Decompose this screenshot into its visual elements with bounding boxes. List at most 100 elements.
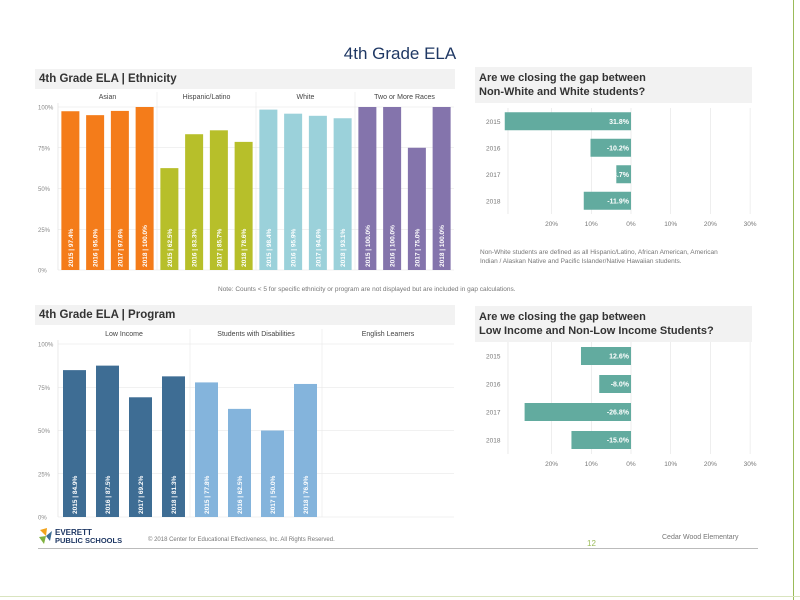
gap-bar <box>571 431 631 449</box>
gap-bar <box>590 138 631 157</box>
gap-bar <box>504 112 631 131</box>
bar-label: 2018 | 100.0% <box>439 225 446 267</box>
gap-bar-label: -8.0% <box>611 382 630 389</box>
bar-label: 2016 | 95.0% <box>93 228 100 267</box>
x-tick-label: 10% <box>664 221 677 228</box>
bar <box>261 430 284 517</box>
bar <box>185 134 204 270</box>
bar <box>333 118 352 270</box>
gap-bar <box>599 375 631 393</box>
bar-label: 2017 | 85.7% <box>216 228 223 267</box>
ethnicity-chart-title: 4th Grade ELA | Ethnicity <box>35 69 455 89</box>
bar-label: 2015 | 97.4% <box>68 228 75 267</box>
gap-bar-label: -11.9% <box>607 198 630 205</box>
gap-bar-label: -10.2% <box>607 145 630 152</box>
bar <box>63 370 86 517</box>
y-tick-label: 2018 <box>486 198 501 205</box>
bar-label: 2017 | 69.2% <box>138 475 145 514</box>
x-tick-label: 20% <box>545 461 558 468</box>
y-tick-label: 75% <box>38 386 51 392</box>
y-tick-label: 2016 <box>486 145 501 152</box>
bar-label: 2016 | 100.0% <box>390 225 397 267</box>
gap-bar-label: 31.8% <box>609 119 630 126</box>
bar <box>432 107 451 270</box>
gap1-title-line2: Non-White and White students? <box>479 86 646 98</box>
gap-bar <box>583 191 631 210</box>
gap1-note-line2: Indian / Alaskan Native and Pacific Isla… <box>480 258 682 265</box>
bar-label: 2018 | 76.9% <box>303 475 310 514</box>
bar-label: 2017 | 94.6% <box>315 228 322 267</box>
gap2-title-line1: Are we closing the gap between <box>479 311 646 323</box>
group-header: Students with Disabilities <box>217 331 295 338</box>
everett-logo-mark: EVERETT PUBLIC SCHOOLS <box>39 528 122 545</box>
y-tick-label: 0% <box>38 516 47 522</box>
bar <box>86 115 105 271</box>
x-tick-label: 20% <box>545 221 558 228</box>
y-tick-label: 50% <box>38 187 51 193</box>
bar <box>162 376 185 517</box>
bar <box>228 408 251 517</box>
bar-label: 2017 | 50.0% <box>270 475 277 514</box>
group-header: Low Income <box>105 331 143 338</box>
bar-label: 2017 | 75.0% <box>414 228 421 267</box>
bar-label: 2016 | 62.5% <box>237 475 244 514</box>
program-chart-title: 4th Grade ELA | Program <box>35 305 455 325</box>
bar <box>195 382 218 517</box>
gap-bar <box>524 403 631 421</box>
bar-label: 2015 | 98.4% <box>266 228 273 267</box>
gap-bar-label: -15.0% <box>607 438 630 445</box>
x-tick-label: 30% <box>744 461 757 468</box>
bar-label: 2017 | 97.6% <box>117 228 124 267</box>
y-tick-label: 2015 <box>486 354 501 361</box>
y-tick-label: 25% <box>38 472 51 478</box>
bar <box>96 365 119 517</box>
gap1-title: Are we closing the gap between Non-White… <box>475 67 752 103</box>
bar <box>135 107 154 270</box>
gap1-title-line1: Are we closing the gap between <box>479 72 646 84</box>
bar <box>259 109 278 270</box>
y-tick-label: 100% <box>38 343 54 349</box>
y-tick-label: 50% <box>38 429 51 435</box>
y-tick-label: 2015 <box>486 119 501 126</box>
gap2-title-line2: Low Income and Non-Low Income Students? <box>479 325 714 337</box>
group-header: Asian <box>99 94 117 101</box>
y-tick-label: 25% <box>38 228 51 234</box>
y-tick-label: 100% <box>38 106 54 112</box>
bar <box>284 113 303 270</box>
gap-bar <box>580 347 631 365</box>
slide-bottom-edge <box>0 596 800 597</box>
bar <box>61 111 80 270</box>
footer-logo-line1: EVERETT <box>55 528 92 537</box>
bar <box>407 147 426 270</box>
slide-right-edge <box>793 0 794 600</box>
bar-label: 2015 | 100.0% <box>365 225 372 267</box>
gap-bar-label: -3.7% <box>611 172 630 179</box>
group-header: Two or More Races <box>374 94 435 101</box>
footer-logo-line2: PUBLIC SCHOOLS <box>55 536 122 545</box>
bar-label: 2018 | 78.6% <box>241 228 248 267</box>
footer-school-name: Cedar Wood Elementary <box>662 534 739 541</box>
slide-title: 4th Grade ELA <box>343 44 457 63</box>
x-tick-label: 0% <box>626 221 636 228</box>
bar <box>358 107 377 270</box>
bar-label: 2018 | 100.0% <box>142 225 149 267</box>
y-tick-label: 2016 <box>486 382 501 389</box>
group-header: English Learners <box>362 331 415 338</box>
y-tick-label: 75% <box>38 146 51 152</box>
gap-bar-label: 12.6% <box>609 354 630 361</box>
y-tick-label: 2017 <box>486 410 501 417</box>
ethnicity-note: Note: Counts < 5 for specific ethnicity … <box>218 286 516 293</box>
bar-label: 2016 | 83.3% <box>192 228 199 267</box>
bar-label: 2015 | 84.9% <box>72 475 79 514</box>
x-tick-label: 10% <box>585 461 598 468</box>
gap1-note: Non-White students are defined as all Hi… <box>480 248 760 266</box>
bar <box>383 107 402 270</box>
bar <box>294 383 317 517</box>
gap-bar-label: -26.8% <box>607 410 630 417</box>
bar-label: 2018 | 81.3% <box>171 475 178 514</box>
footer-page-number: 12 <box>587 539 596 548</box>
footer-copyright: © 2018 Center for Educational Effectiven… <box>148 537 335 543</box>
x-tick-label: 0% <box>626 461 636 468</box>
x-tick-label: 10% <box>664 461 677 468</box>
bar <box>234 141 253 270</box>
